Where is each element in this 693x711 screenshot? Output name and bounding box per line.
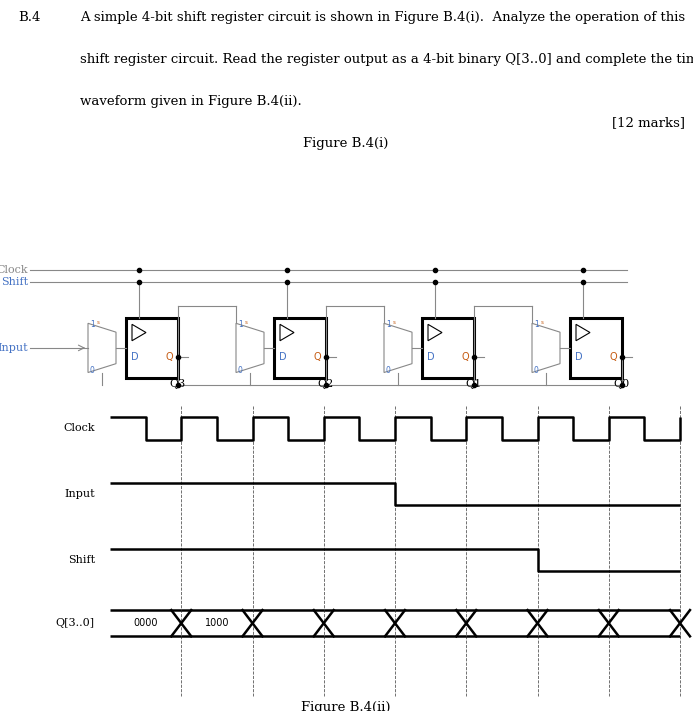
Text: D: D — [279, 352, 287, 362]
Text: s: s — [393, 321, 396, 326]
Text: 0000: 0000 — [133, 618, 158, 629]
Text: 0: 0 — [238, 366, 243, 375]
Text: Q1: Q1 — [466, 379, 482, 389]
Text: 1: 1 — [386, 321, 391, 329]
Text: Q: Q — [462, 352, 469, 362]
Text: 0: 0 — [534, 366, 539, 375]
Text: Clock: Clock — [63, 424, 95, 434]
Text: 0: 0 — [90, 366, 95, 375]
Text: Q0: Q0 — [614, 379, 630, 389]
Text: 0: 0 — [386, 366, 391, 375]
Text: D: D — [427, 352, 435, 362]
Text: [12 marks]: [12 marks] — [612, 116, 685, 129]
Text: Shift: Shift — [68, 555, 95, 565]
Text: D: D — [575, 352, 583, 362]
Text: Q: Q — [609, 352, 617, 362]
Bar — [126, 319, 178, 378]
Text: s: s — [97, 321, 100, 326]
Text: Figure B.4(ii): Figure B.4(ii) — [301, 701, 391, 711]
Text: D: D — [131, 352, 139, 362]
Text: Q2: Q2 — [318, 379, 334, 389]
Text: Q: Q — [313, 352, 321, 362]
Text: Clock: Clock — [0, 265, 28, 275]
Text: Q: Q — [166, 352, 173, 362]
Text: shift register circuit. Read the register output as a 4-bit binary Q[3..0] and c: shift register circuit. Read the registe… — [80, 53, 693, 65]
Text: 1: 1 — [90, 321, 95, 329]
Text: s: s — [541, 321, 544, 326]
Text: Input: Input — [64, 489, 95, 499]
Bar — [422, 319, 474, 378]
Text: 1000: 1000 — [204, 618, 229, 629]
Text: Q[3..0]: Q[3..0] — [56, 618, 95, 629]
Text: A simple 4-bit shift register circuit is shown in Figure B.4(i).  Analyze the op: A simple 4-bit shift register circuit is… — [80, 11, 685, 23]
Text: Input: Input — [0, 343, 28, 353]
Bar — [570, 319, 622, 378]
Text: waveform given in Figure B.4(ii).: waveform given in Figure B.4(ii). — [80, 95, 301, 107]
Text: B.4: B.4 — [18, 11, 40, 23]
Text: s: s — [245, 321, 248, 326]
Text: Q3: Q3 — [170, 379, 186, 389]
Text: Figure B.4(i): Figure B.4(i) — [304, 137, 389, 149]
Bar — [274, 319, 326, 378]
Text: 1: 1 — [238, 321, 243, 329]
Text: 1: 1 — [534, 321, 538, 329]
Text: Shift: Shift — [1, 277, 28, 287]
